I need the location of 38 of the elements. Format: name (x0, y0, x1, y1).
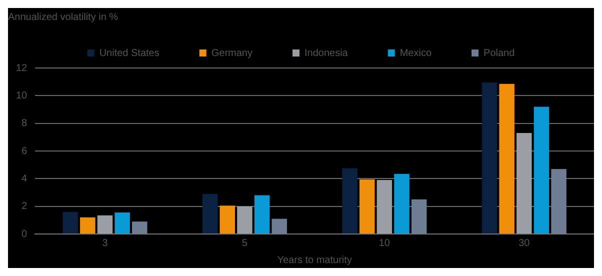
x-tick-label: 10 (378, 238, 390, 249)
y-tick-label: 6 (22, 146, 28, 157)
legend-label: Indonesia (304, 48, 348, 59)
x-tick-label: 5 (242, 238, 248, 249)
bar (132, 222, 148, 234)
y-tick-label: 2 (22, 201, 28, 212)
bar (482, 82, 498, 234)
x-tick-label: 30 (518, 238, 530, 249)
bar (220, 206, 235, 234)
y-tick-label: 8 (22, 118, 28, 130)
y-tick-label: 4 (22, 173, 28, 184)
bar (534, 106, 550, 234)
legend-label: Germany (211, 48, 252, 59)
y-axis-title: Annualized volatility in % (8, 12, 118, 23)
bar (237, 206, 252, 234)
y-tick-label: 10 (16, 90, 28, 102)
legend-label: Mexico (400, 48, 432, 59)
x-axis-title: Years to maturity (277, 254, 352, 266)
bar (551, 168, 566, 234)
bar (80, 217, 96, 234)
bar (411, 199, 427, 234)
bar (376, 180, 392, 234)
x-tick-label: 3 (102, 238, 108, 249)
y-tick-label: 0 (22, 228, 28, 240)
bar (202, 194, 218, 234)
bar (342, 168, 358, 234)
bar (97, 215, 113, 234)
legend-label: United States (99, 48, 160, 59)
y-tick-label: 12 (16, 62, 28, 74)
bar (359, 179, 375, 234)
legend-label: Poland (484, 48, 515, 59)
bar (394, 174, 410, 234)
bar (499, 84, 514, 234)
bar (62, 212, 78, 234)
bar (254, 195, 270, 234)
bar (114, 212, 130, 234)
bar (272, 218, 287, 234)
bar (516, 133, 532, 234)
